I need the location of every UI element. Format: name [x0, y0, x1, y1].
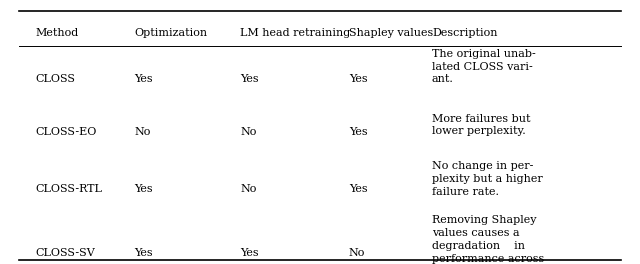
- Text: Optimization: Optimization: [134, 28, 207, 38]
- Text: No change in per-
plexity but a higher
failure rate.: No change in per- plexity but a higher f…: [432, 161, 543, 197]
- Text: The original unab-
lated CLOSS vari-
ant.: The original unab- lated CLOSS vari- ant…: [432, 49, 536, 84]
- Text: Yes: Yes: [349, 74, 367, 84]
- Text: LM head retraining: LM head retraining: [240, 28, 350, 38]
- Text: Yes: Yes: [134, 248, 153, 258]
- Text: No: No: [240, 184, 257, 194]
- Text: Yes: Yes: [134, 74, 153, 84]
- Text: No: No: [349, 248, 365, 258]
- Text: No: No: [134, 127, 151, 137]
- Text: Yes: Yes: [134, 184, 153, 194]
- Text: Yes: Yes: [240, 248, 259, 258]
- Text: Removing Shapley
values causes a
degradation    in
performance across
all metric: Removing Shapley values causes a degrada…: [432, 215, 544, 264]
- Text: More failures but
lower perplexity.: More failures but lower perplexity.: [432, 114, 531, 136]
- Text: Description: Description: [432, 28, 497, 38]
- Text: CLOSS-RTL: CLOSS-RTL: [35, 184, 102, 194]
- Text: Yes: Yes: [349, 127, 367, 137]
- Text: CLOSS: CLOSS: [35, 74, 76, 84]
- Text: CLOSS-SV: CLOSS-SV: [35, 248, 95, 258]
- Text: Yes: Yes: [349, 184, 367, 194]
- Text: Method: Method: [35, 28, 79, 38]
- Text: No: No: [240, 127, 257, 137]
- Text: Shapley values: Shapley values: [349, 28, 433, 38]
- Text: Yes: Yes: [240, 74, 259, 84]
- Text: CLOSS-EO: CLOSS-EO: [35, 127, 97, 137]
